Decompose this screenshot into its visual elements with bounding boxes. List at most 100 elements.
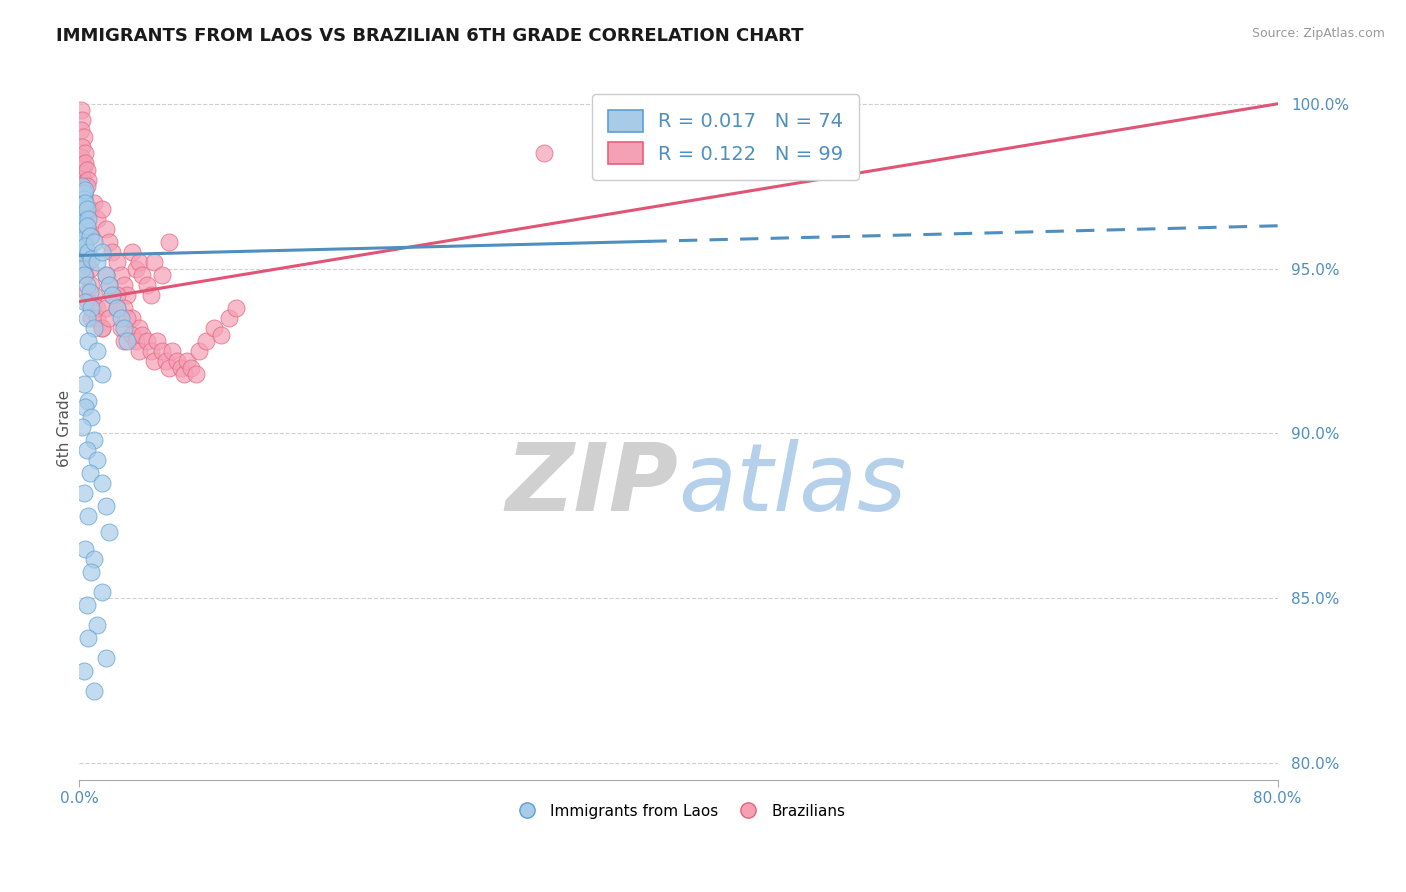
Point — [70, 113, 93, 128]
Point — [69, 212, 91, 227]
Point — [80, 278, 103, 293]
Point — [80, 252, 103, 266]
Point — [79, 466, 101, 480]
Text: ZIP: ZIP — [506, 439, 678, 531]
Point — [70, 179, 93, 194]
Point — [75, 182, 97, 196]
Point — [72, 377, 94, 392]
Point — [86, 212, 108, 227]
Point — [72, 186, 94, 200]
Point — [70, 226, 93, 240]
Point — [121, 327, 143, 342]
Point — [112, 278, 135, 293]
Point — [70, 209, 93, 223]
Point — [75, 294, 97, 309]
Point — [69, 242, 91, 256]
Point — [72, 228, 94, 243]
Point — [69, 202, 91, 217]
Point — [188, 344, 211, 359]
Point — [75, 212, 97, 227]
Point — [112, 321, 135, 335]
Point — [225, 301, 247, 316]
Point — [70, 261, 93, 276]
Point — [79, 261, 101, 276]
Point — [98, 311, 121, 326]
Point — [105, 301, 128, 316]
Point — [173, 367, 195, 381]
Point — [70, 186, 93, 200]
Point — [70, 238, 93, 252]
Point — [70, 166, 93, 180]
Point — [83, 321, 105, 335]
Point — [70, 245, 93, 260]
Text: atlas: atlas — [678, 439, 907, 530]
Point — [80, 301, 103, 316]
Point — [105, 301, 128, 316]
Text: Source: ZipAtlas.com: Source: ZipAtlas.com — [1251, 27, 1385, 40]
Point — [86, 301, 108, 316]
Point — [121, 311, 143, 326]
Point — [72, 268, 94, 283]
Point — [90, 367, 112, 381]
Point — [83, 288, 105, 302]
Point — [139, 344, 162, 359]
Point — [90, 584, 112, 599]
Point — [94, 499, 117, 513]
Point — [83, 551, 105, 566]
Point — [86, 255, 108, 269]
Point — [86, 617, 108, 632]
Point — [76, 202, 98, 217]
Point — [69, 150, 91, 164]
Point — [75, 238, 97, 252]
Point — [69, 189, 91, 203]
Point — [77, 631, 100, 645]
Point — [75, 182, 97, 196]
Point — [70, 420, 93, 434]
Point — [69, 228, 91, 243]
Legend: Immigrants from Laos, Brazilians: Immigrants from Laos, Brazilians — [505, 797, 852, 824]
Point — [112, 301, 135, 316]
Y-axis label: 6th Grade: 6th Grade — [58, 390, 72, 467]
Point — [72, 232, 94, 246]
Point — [75, 146, 97, 161]
Point — [76, 311, 98, 326]
Point — [72, 129, 94, 144]
Point — [195, 334, 218, 348]
Point — [83, 433, 105, 447]
Point — [135, 334, 157, 348]
Point — [533, 146, 555, 161]
Point — [98, 235, 121, 250]
Point — [90, 475, 112, 490]
Point — [94, 268, 117, 283]
Point — [69, 255, 91, 269]
Point — [115, 311, 138, 326]
Point — [76, 179, 98, 194]
Point — [76, 278, 98, 293]
Point — [211, 327, 233, 342]
Point — [121, 245, 143, 260]
Point — [112, 334, 135, 348]
Point — [69, 179, 91, 194]
Point — [75, 541, 97, 556]
Point — [69, 209, 91, 223]
Point — [101, 288, 124, 302]
Point — [72, 193, 94, 207]
Point — [115, 288, 138, 302]
Point — [110, 268, 132, 283]
Point — [72, 176, 94, 190]
Point — [90, 202, 112, 217]
Point — [83, 235, 105, 250]
Point — [139, 288, 162, 302]
Point — [79, 285, 101, 299]
Point — [75, 222, 97, 236]
Point — [105, 288, 128, 302]
Point — [98, 525, 121, 540]
Point — [90, 321, 112, 335]
Point — [218, 311, 240, 326]
Point — [98, 278, 121, 293]
Point — [184, 367, 207, 381]
Point — [131, 327, 153, 342]
Point — [77, 212, 100, 227]
Point — [75, 195, 97, 210]
Point — [94, 650, 117, 665]
